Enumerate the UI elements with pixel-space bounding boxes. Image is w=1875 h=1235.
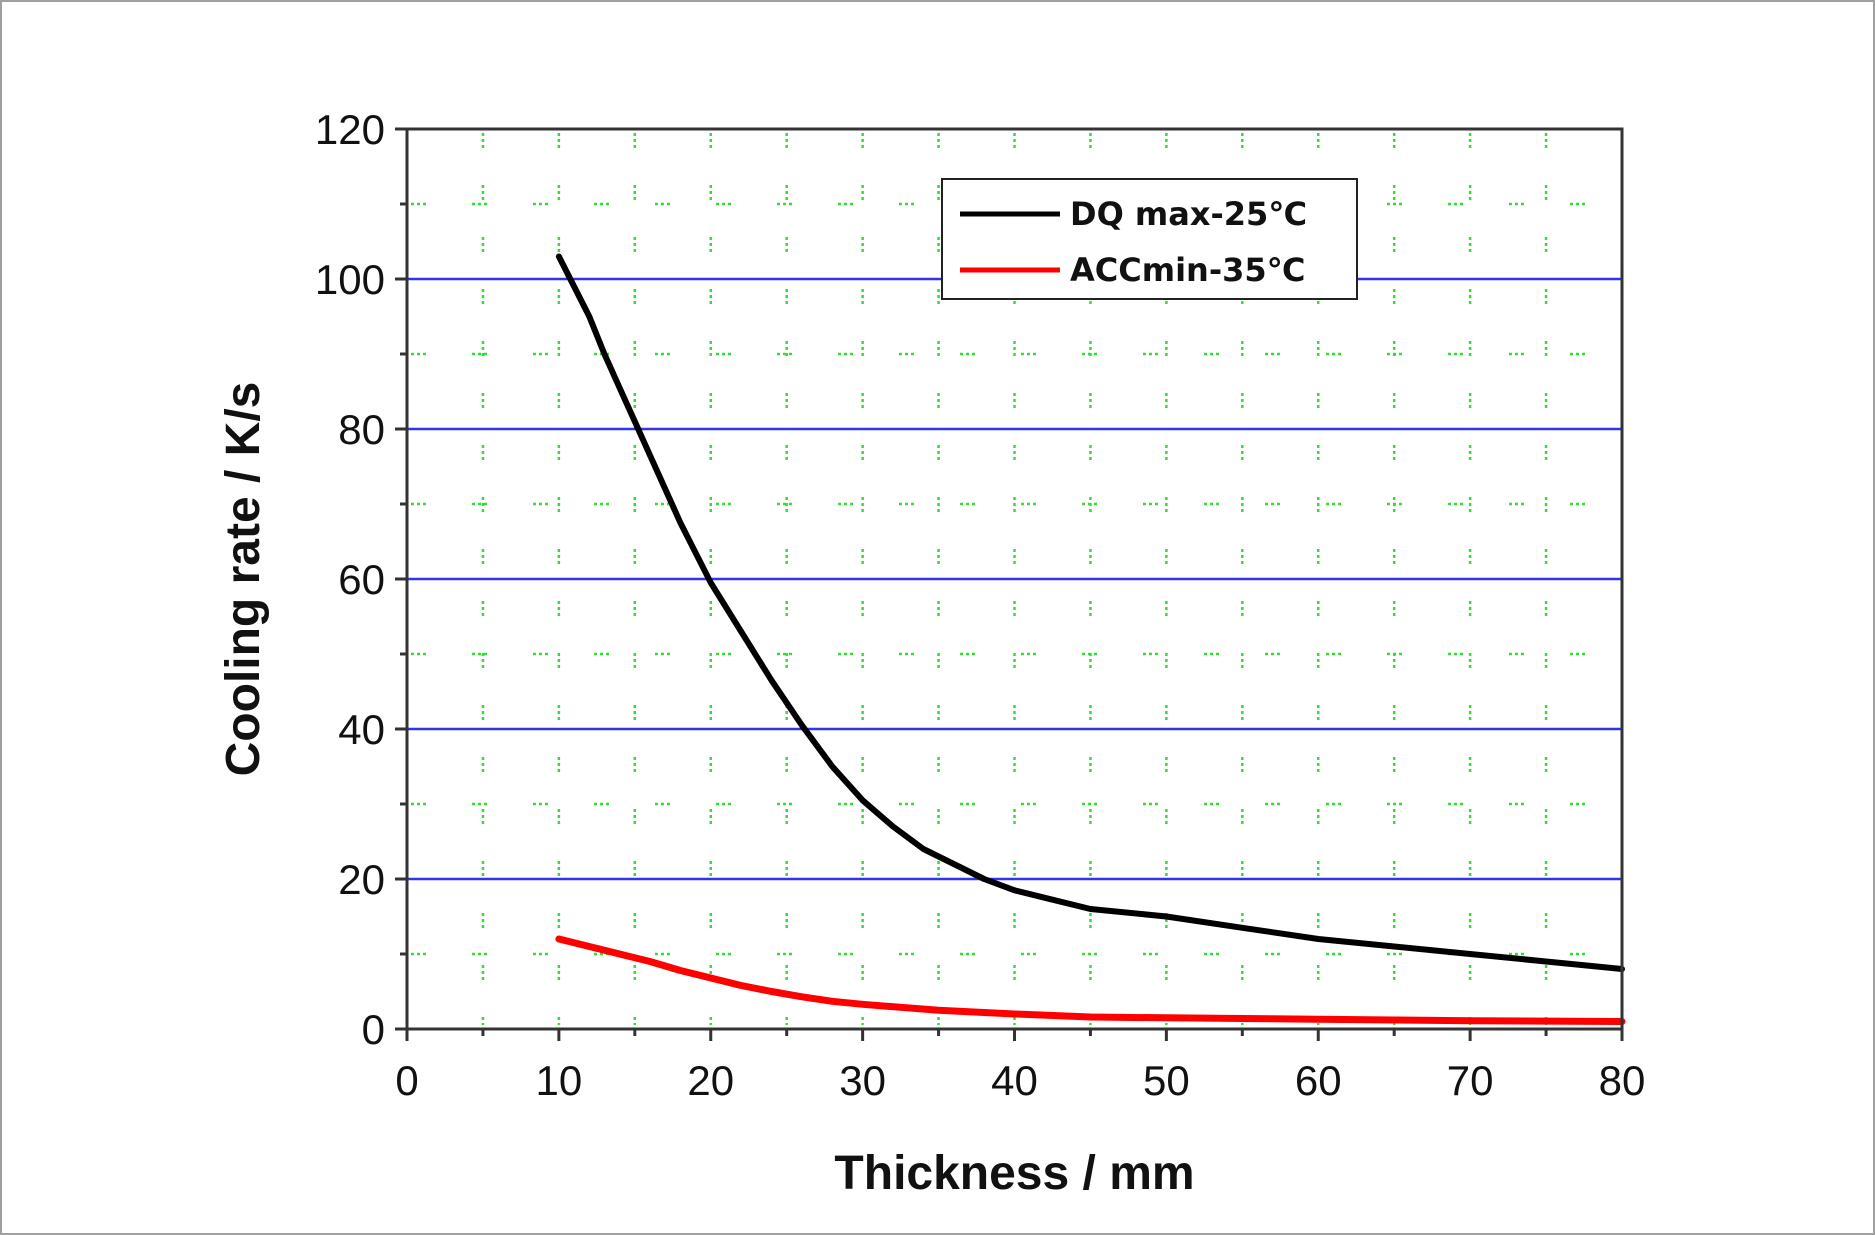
x-tick-label: 60 [1295,1057,1342,1104]
y-tick-label: 40 [338,706,385,753]
series-line-1 [555,935,1626,1025]
series-layer [555,253,1626,1025]
x-tick-labels: 0 10 20 30 40 50 60 70 80 [395,1057,1645,1104]
legend: DQ max-25℃ ACCmin-35℃ [941,178,1358,300]
x-tick-label: 40 [991,1057,1038,1104]
legend-box [941,178,1358,300]
major-grid [407,277,1622,881]
x-tick-label: 10 [536,1057,583,1104]
x-tick-label: 50 [1143,1057,1190,1104]
y-axis-title: Cooling rate / K/s [217,382,270,777]
x-tick-label: 30 [839,1057,886,1104]
x-axis-title: Thickness / mm [834,1147,1194,1200]
x-tick-label: 70 [1447,1057,1494,1104]
y-tick-label: 120 [315,106,385,153]
y-tick-label: 0 [362,1006,385,1053]
y-tick-label: 80 [338,406,385,453]
legend-label-acc-min: ACCmin-35℃ [1070,251,1305,289]
axis-ticks [395,127,1624,1041]
legend-label-dq-max: DQ max-25℃ [1070,195,1307,233]
y-tick-labels: 0 20 40 60 80 100 120 [315,106,385,1053]
y-tick-label: 20 [338,856,385,903]
x-tick-label: 20 [687,1057,734,1104]
y-tick-label: 60 [338,556,385,603]
x-tick-label: 80 [1599,1057,1646,1104]
y-tick-label: 100 [315,256,385,303]
series-line-0 [555,253,1625,972]
x-tick-label: 0 [395,1057,418,1104]
